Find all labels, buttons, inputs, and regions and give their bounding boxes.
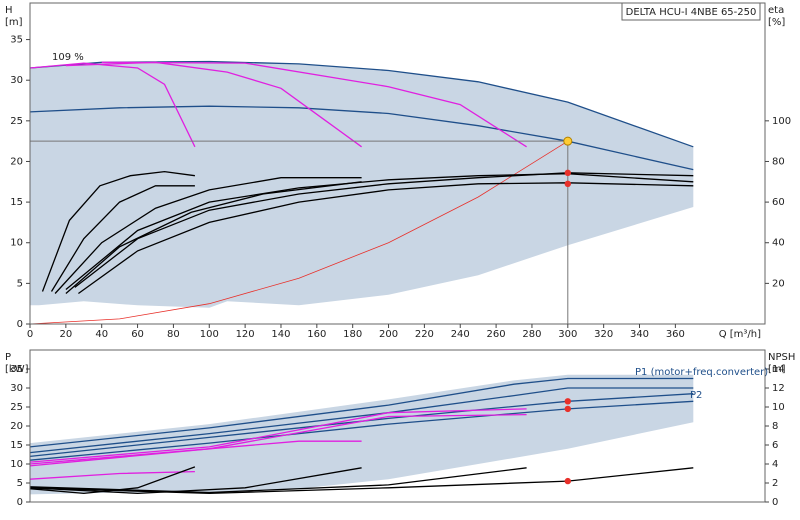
y2-axis-label: eta <box>768 5 784 16</box>
y-tick-label: 25 <box>10 116 23 127</box>
curve <box>78 182 694 295</box>
curve <box>29 105 694 171</box>
curve <box>29 393 694 458</box>
x-tick-label: 240 <box>451 329 470 340</box>
y-tick-label: 35 <box>10 35 23 46</box>
curve <box>29 413 527 465</box>
x-tick-label: 140 <box>271 329 290 340</box>
y2-axis-label: NPSH <box>768 352 795 363</box>
y2-tick-label: 4 <box>772 459 778 470</box>
annotation: P1 (motor+freq.converter) <box>635 367 768 378</box>
duty-point <box>564 180 572 188</box>
y2-tick-label: 60 <box>772 197 785 208</box>
curve <box>54 177 362 294</box>
x-tick-label: 360 <box>666 329 685 340</box>
x-tick-label: 120 <box>236 329 255 340</box>
x-tick-label: 160 <box>307 329 326 340</box>
y2-tick-label: 20 <box>772 278 785 289</box>
curve <box>29 408 527 463</box>
title-box <box>621 2 761 21</box>
x-tick-label: 100 <box>200 329 219 340</box>
x-tick-label: 340 <box>630 329 649 340</box>
y-tick-label: 0 <box>17 497 23 508</box>
y2-tick-label: 12 <box>772 383 785 394</box>
y2-axis-label: [m] <box>768 364 786 375</box>
chart-title: DELTA HCU-I 4NBE 65-250 <box>626 7 757 18</box>
x-tick-label: 60 <box>131 329 144 340</box>
y2-tick-label: 40 <box>772 238 785 249</box>
y2-tick-label: 100 <box>772 116 791 127</box>
annotation: 109 % <box>52 52 84 63</box>
curve <box>29 62 196 148</box>
y-axis-label: H <box>5 5 13 16</box>
y-axis-label: [m] <box>5 17 23 28</box>
y-tick-label: 30 <box>10 383 23 394</box>
y-tick-label: 10 <box>10 238 23 249</box>
y2-tick-label: 0 <box>772 497 778 508</box>
y-axis-label: P <box>5 352 11 363</box>
curve <box>29 387 694 454</box>
x-tick-label: 80 <box>167 329 180 340</box>
x-tick-label: 300 <box>558 329 577 340</box>
curve <box>65 173 694 291</box>
x-tick-label: 280 <box>522 329 541 340</box>
curve <box>29 140 569 325</box>
curve <box>29 467 527 494</box>
y-tick-label: 30 <box>10 75 23 86</box>
curve <box>29 377 694 448</box>
y-tick-label: 35 <box>10 364 23 375</box>
x-tick-label: 200 <box>379 329 398 340</box>
curve <box>65 181 362 294</box>
duty-point <box>564 169 572 177</box>
curve <box>29 467 694 495</box>
y-tick-label: 20 <box>10 421 23 432</box>
duty-point <box>564 405 572 413</box>
y-tick-label: 20 <box>10 156 23 167</box>
duty-point <box>564 477 572 485</box>
y-tick-label: 5 <box>17 278 23 289</box>
operating-range <box>30 61 694 308</box>
y-axis-label: [kW] <box>5 364 29 375</box>
y-tick-label: 0 <box>17 319 23 330</box>
curve <box>29 467 362 495</box>
y-tick-label: 15 <box>10 440 23 451</box>
y2-tick-label: 2 <box>772 478 778 489</box>
duty-point <box>564 398 572 405</box>
x-tick-label: 260 <box>487 329 506 340</box>
curve <box>29 400 694 461</box>
y2-tick-label: 8 <box>772 421 778 432</box>
x-tick-label: 20 <box>59 329 72 340</box>
curve <box>101 61 527 148</box>
y2-tick-label: 14 <box>772 364 785 375</box>
x-axis-label: Q [m³/h] <box>719 329 761 340</box>
curve <box>50 185 195 292</box>
curve <box>29 470 195 480</box>
plot-frame <box>29 2 766 325</box>
x-tick-label: 220 <box>415 329 434 340</box>
y2-axis-label: [%] <box>768 17 785 28</box>
x-tick-label: 40 <box>95 329 108 340</box>
y-tick-label: 25 <box>10 402 23 413</box>
curve <box>29 440 362 467</box>
duty-point <box>563 136 573 146</box>
curve <box>41 170 195 292</box>
annotation: P2 <box>690 390 702 401</box>
y2-tick-label: 10 <box>772 402 785 413</box>
x-tick-label: 180 <box>343 329 362 340</box>
x-tick-label: 0 <box>27 329 33 340</box>
y-tick-label: 15 <box>10 197 23 208</box>
y-tick-label: 5 <box>17 478 23 489</box>
y2-tick-label: 6 <box>772 440 778 451</box>
y-tick-label: 10 <box>10 459 23 470</box>
y2-tick-label: 80 <box>772 156 785 167</box>
x-tick-label: 320 <box>594 329 613 340</box>
